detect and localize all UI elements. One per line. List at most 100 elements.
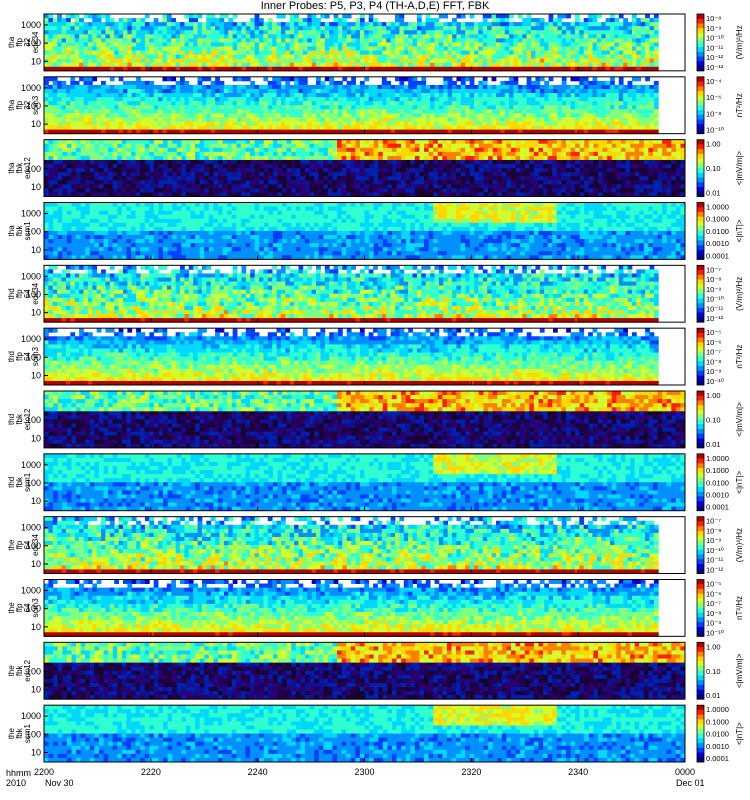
heatmap-cell <box>281 59 286 63</box>
heatmap-cell <box>285 38 290 42</box>
heatmap-cell <box>154 148 159 152</box>
heatmap-cell <box>496 51 501 55</box>
heatmap-cell <box>259 55 264 59</box>
heatmap-cell <box>176 117 181 121</box>
heatmap-cell <box>232 160 237 164</box>
heatmap-cell <box>126 180 131 184</box>
heatmap-cell <box>193 109 198 113</box>
heatmap-cell <box>105 101 110 105</box>
heatmap-cell <box>241 168 246 172</box>
heatmap-cell <box>386 51 391 55</box>
heatmap-cell <box>236 184 241 188</box>
heatmap-cell <box>373 55 378 59</box>
heatmap-cell <box>154 30 159 34</box>
heatmap-cell <box>145 144 150 148</box>
heatmap-cell <box>429 156 434 160</box>
heatmap-cell <box>448 81 453 85</box>
heatmap-cell <box>246 34 251 38</box>
heatmap-cell <box>549 93 554 97</box>
heatmap-cell <box>601 109 606 113</box>
heatmap-cell <box>487 46 492 50</box>
heatmap-cell <box>215 38 220 42</box>
heatmap-cell <box>296 156 301 160</box>
heatmap-cell <box>79 97 84 101</box>
heatmap-cell <box>298 89 303 93</box>
heatmap-cell <box>136 117 141 121</box>
heatmap-cell <box>186 180 191 184</box>
heatmap-cell <box>49 184 54 188</box>
heatmap-cell <box>123 59 128 63</box>
heatmap-cell <box>273 168 278 172</box>
heatmap-cell <box>628 97 633 101</box>
heatmap-cell <box>392 168 397 172</box>
heatmap-cell <box>320 22 325 26</box>
heatmap-cell <box>220 55 225 59</box>
heatmap-cell <box>220 93 225 97</box>
heatmap-cell <box>76 188 81 192</box>
heatmap-cell <box>92 77 97 81</box>
heatmap-cell <box>62 126 67 130</box>
heatmap-cell <box>136 109 141 113</box>
heatmap-cell <box>181 188 186 192</box>
heatmap-cell <box>70 63 75 67</box>
heatmap-cell <box>141 81 146 85</box>
heatmap-cell <box>513 126 518 130</box>
heatmap-cell <box>168 152 173 156</box>
heatmap-cell <box>114 105 119 109</box>
heatmap-cell <box>233 121 238 125</box>
heatmap-cell <box>421 81 426 85</box>
heatmap-cell <box>184 93 189 97</box>
heatmap-cell <box>518 55 523 59</box>
heatmap-cell <box>79 126 84 130</box>
heatmap-cell <box>101 121 106 125</box>
heatmap-cell <box>518 46 523 50</box>
heatmap-cell <box>105 38 110 42</box>
heatmap-cell <box>323 188 328 192</box>
heatmap-cell <box>540 46 545 50</box>
heatmap-cell <box>448 85 453 89</box>
heatmap-cell <box>513 55 518 59</box>
heatmap-cell <box>540 113 545 117</box>
heatmap-cell <box>424 188 429 192</box>
heatmap-cell <box>259 22 264 26</box>
heatmap-cell <box>105 117 110 121</box>
heatmap-cell <box>237 42 242 46</box>
heatmap-cell <box>241 144 246 148</box>
heatmap-cell <box>426 126 431 130</box>
heatmap-cell <box>623 42 628 46</box>
heatmap-cell <box>584 38 589 42</box>
heatmap-cell <box>614 55 619 59</box>
heatmap-cell <box>584 81 589 85</box>
heatmap-cell <box>461 81 466 85</box>
heatmap-cell <box>184 101 189 105</box>
heatmap-cell <box>364 22 369 26</box>
heatmap-cell <box>342 140 347 144</box>
heatmap-cell <box>650 105 655 109</box>
heatmap-cell <box>531 126 536 130</box>
heatmap-cell <box>413 22 418 26</box>
heatmap-cell <box>220 26 225 30</box>
heatmap-cell <box>241 121 246 125</box>
heatmap-cell <box>356 121 361 125</box>
colorbar-tick-label: 10⁻⁹ <box>706 24 722 33</box>
heatmap-cell <box>119 46 124 50</box>
heatmap-cell <box>282 152 287 156</box>
heatmap-cell <box>496 42 501 46</box>
heatmap-cell <box>117 168 122 172</box>
heatmap-cell <box>123 97 128 101</box>
heatmap-cell <box>571 63 576 67</box>
heatmap-cell <box>287 148 292 152</box>
heatmap-cell <box>584 89 589 93</box>
heatmap-cell <box>149 160 154 164</box>
heatmap-cell <box>544 126 549 130</box>
heatmap-cell <box>399 117 404 121</box>
heatmap-cell <box>204 172 209 176</box>
heatmap-cell <box>535 93 540 97</box>
heatmap-cell <box>447 160 452 164</box>
heatmap-cell <box>273 164 278 168</box>
heatmap-cell <box>108 188 113 192</box>
heatmap-cell <box>435 105 440 109</box>
heatmap-cell <box>601 51 606 55</box>
heatmap-cell <box>171 85 176 89</box>
heatmap-cell <box>241 164 246 168</box>
